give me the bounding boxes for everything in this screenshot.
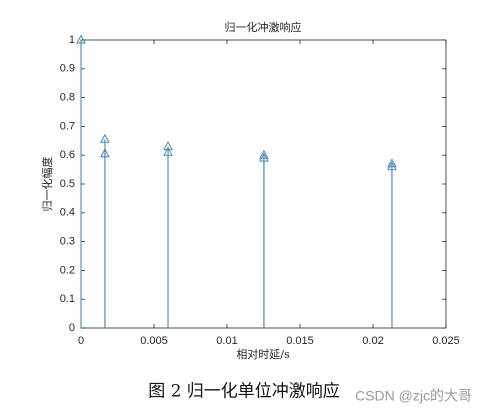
y-axis-label: 归一化幅度: [40, 157, 54, 212]
x-tick-label: 0.01: [216, 335, 237, 347]
y-tick-label: 0.6: [60, 149, 75, 161]
x-tick-label: 0.005: [140, 335, 168, 347]
y-tick-label: 0.4: [60, 207, 75, 219]
x-tick-label: 0.015: [286, 335, 314, 347]
stem-marker: [76, 34, 86, 44]
stem-marker: [100, 133, 110, 143]
caption: 图 2 归一化单位冲激响应: [148, 382, 340, 402]
y-tick-label: 0: [69, 322, 75, 334]
chart-title: 归一化冲激响应: [225, 20, 302, 34]
y-tick-label: 0.1: [60, 293, 75, 305]
y-tick-label: 0.7: [60, 120, 75, 132]
stem-marker: [163, 146, 173, 156]
x-axis-label: 相对时延/s: [236, 347, 290, 361]
x-tick-label: 0.025: [432, 335, 460, 347]
stem-marker: [163, 141, 173, 151]
watermark: CSDN @zjc的大哥: [355, 388, 472, 404]
stem-marker: [259, 152, 269, 162]
y-tick-label: 0.2: [60, 264, 75, 276]
stem-marker: [387, 161, 397, 171]
y-tick-label: 0.8: [60, 92, 75, 104]
x-tick-label: 0.02: [362, 335, 383, 347]
y-tick-label: 0.5: [60, 178, 75, 190]
stem-marker: [100, 148, 110, 158]
y-tick-label: 0.3: [60, 236, 75, 248]
y-tick-label: 0.9: [60, 63, 75, 75]
x-tick-label: 0: [78, 335, 84, 347]
y-tick-label: 1: [69, 34, 75, 46]
